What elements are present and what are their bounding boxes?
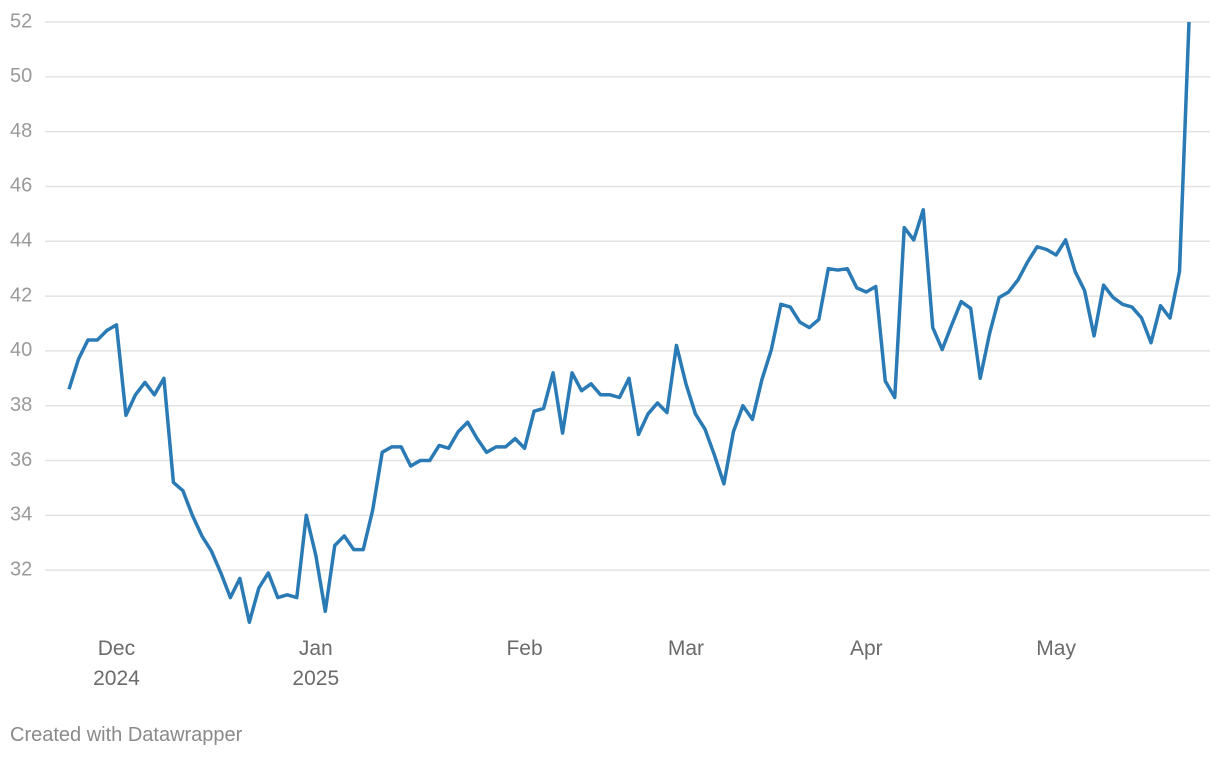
x-tick-label: May xyxy=(1036,637,1076,660)
x-tick-label: Feb xyxy=(506,637,543,660)
x-tick-label: Dec 2024 xyxy=(93,637,140,690)
y-tick-label: 38 xyxy=(10,394,32,416)
footer: Created with Datawrapper xyxy=(10,724,243,746)
y-tick-label: 50 xyxy=(10,65,32,87)
y-tick-label: 32 xyxy=(10,558,32,580)
y-tick-label: 36 xyxy=(10,449,32,471)
y-tick-label: 44 xyxy=(10,230,32,252)
y-tick-label: 46 xyxy=(10,175,32,197)
y-tick-label: 42 xyxy=(10,284,32,306)
y-tick-label: 34 xyxy=(10,504,32,526)
x-tick-label: Mar xyxy=(667,637,705,660)
y-tick-label: 52 xyxy=(10,10,32,32)
line xyxy=(67,21,1191,625)
x-tick-label: Apr xyxy=(849,637,883,660)
y-tick-label: 48 xyxy=(10,120,32,142)
x-tick-label: Jan 2025 xyxy=(292,637,340,690)
y-tick-label: 40 xyxy=(10,339,32,361)
